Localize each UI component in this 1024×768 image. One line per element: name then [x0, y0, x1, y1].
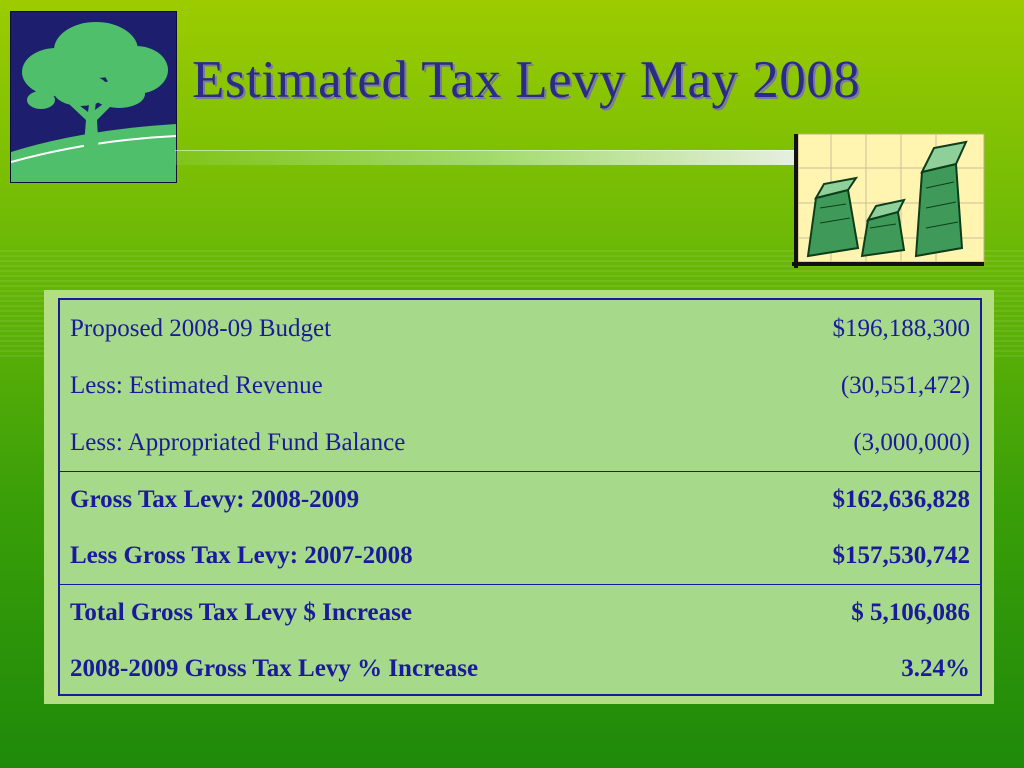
row-value: (3,000,000) — [853, 428, 970, 456]
table-row: Proposed 2008-09 Budget $196,188,300 — [60, 300, 980, 357]
row-value: $162,636,828 — [832, 486, 971, 513]
gross-levy-group: Gross Tax Levy: 2008-2009 $162,636,828 L… — [60, 472, 980, 585]
row-label: Less: Appropriated Fund Balance — [70, 428, 406, 456]
row-label: 2008-2009 Gross Tax Levy % Increase — [70, 655, 479, 682]
tax-levy-table: Proposed 2008-09 Budget $196,188,300 Les… — [58, 298, 982, 696]
table-row: 2008-2009 Gross Tax Levy % Increase 3.24… — [60, 641, 980, 697]
row-label: Less: Estimated Revenue — [70, 371, 323, 399]
row-value: $196,188,300 — [832, 314, 971, 342]
table-row: Less: Appropriated Fund Balance (3,000,0… — [60, 414, 980, 471]
title-divider — [175, 150, 795, 165]
money-bar-chart-icon — [792, 133, 985, 268]
row-value: $157,530,742 — [832, 542, 971, 569]
table-row: Less: Estimated Revenue (30,551,472) — [60, 357, 980, 414]
tree-logo-icon — [10, 11, 177, 183]
budget-group: Proposed 2008-09 Budget $196,188,300 Les… — [60, 300, 980, 472]
row-label: Gross Tax Levy: 2008-2009 — [70, 486, 360, 513]
table-row: Gross Tax Levy: 2008-2009 $162,636,828 — [60, 472, 980, 528]
slide-title: Estimated Tax Levy May 2008 — [192, 51, 861, 109]
tree-logo-svg — [10, 12, 177, 182]
row-label: Less Gross Tax Levy: 2007-2008 — [70, 542, 413, 569]
table-row: Less Gross Tax Levy: 2007-2008 $157,530,… — [60, 528, 980, 584]
row-value: (30,551,472) — [840, 371, 970, 399]
row-label: Proposed 2008-09 Budget — [70, 314, 332, 342]
table-row: Total Gross Tax Levy $ Increase $ 5,106,… — [60, 585, 980, 641]
row-value: 3.24% — [901, 655, 970, 682]
increase-group: Total Gross Tax Levy $ Increase $ 5,106,… — [60, 585, 980, 697]
row-label: Total Gross Tax Levy $ Increase — [70, 599, 412, 626]
row-value: $ 5,106,086 — [851, 599, 970, 626]
